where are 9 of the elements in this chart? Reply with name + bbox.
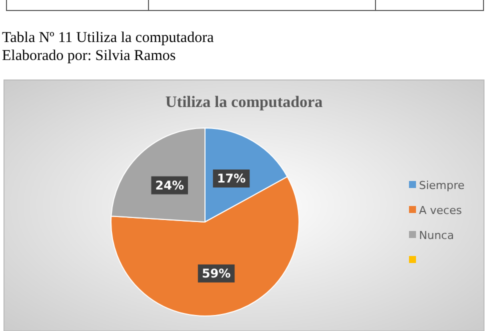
- text: Tabla Nº 11 Utiliza la computadora: [2, 30, 214, 46]
- data-label: 17%: [216, 172, 246, 186]
- data-label: 24%: [155, 178, 184, 192]
- legend-label: A veces: [419, 204, 462, 217]
- legend-label: Siempre: [419, 179, 465, 192]
- legend-label: Nunca: [419, 229, 454, 242]
- data-label: 59%: [202, 266, 231, 280]
- text: Elaborado por: Silvia Ramos: [2, 48, 176, 64]
- chart-title: Utiliza la computadora: [165, 94, 323, 111]
